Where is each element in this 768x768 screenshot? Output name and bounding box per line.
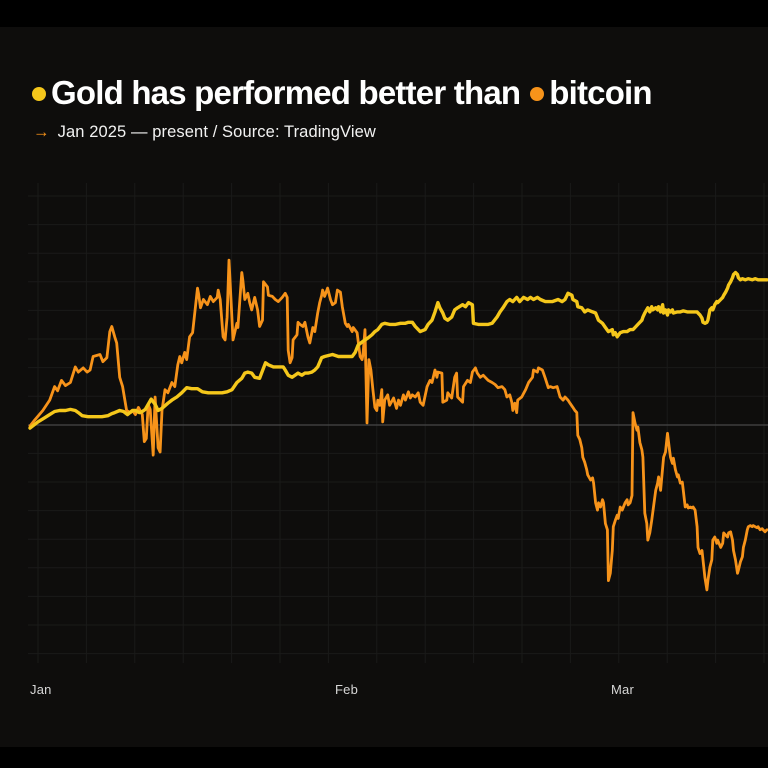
gold-dot-icon [32, 87, 46, 101]
x-axis-tick-label: Feb [335, 682, 359, 697]
arrow-icon: → [33, 123, 50, 141]
chart-canvas [28, 183, 768, 663]
subtitle-text: Jan 2025 — present / Source: TradingView [57, 123, 376, 141]
subtitle: → Jan 2025 — present / Source: TradingVi… [33, 123, 376, 142]
title-gold-segment: Gold has performed better than [51, 74, 521, 111]
bitcoin-dot-icon [530, 87, 545, 101]
chart-card: Gold has performed better than bitcoin →… [0, 27, 768, 747]
x-axis-tick-label: Mar [611, 682, 634, 697]
title-bitcoin-segment: bitcoin [549, 74, 652, 111]
x-axis-labels: Jan Feb Mar [0, 682, 768, 702]
chart-area: Jan Feb Mar [0, 175, 768, 697]
page-title: Gold has performed better than bitcoin [32, 74, 768, 112]
x-axis-tick-label: Jan [30, 682, 52, 697]
